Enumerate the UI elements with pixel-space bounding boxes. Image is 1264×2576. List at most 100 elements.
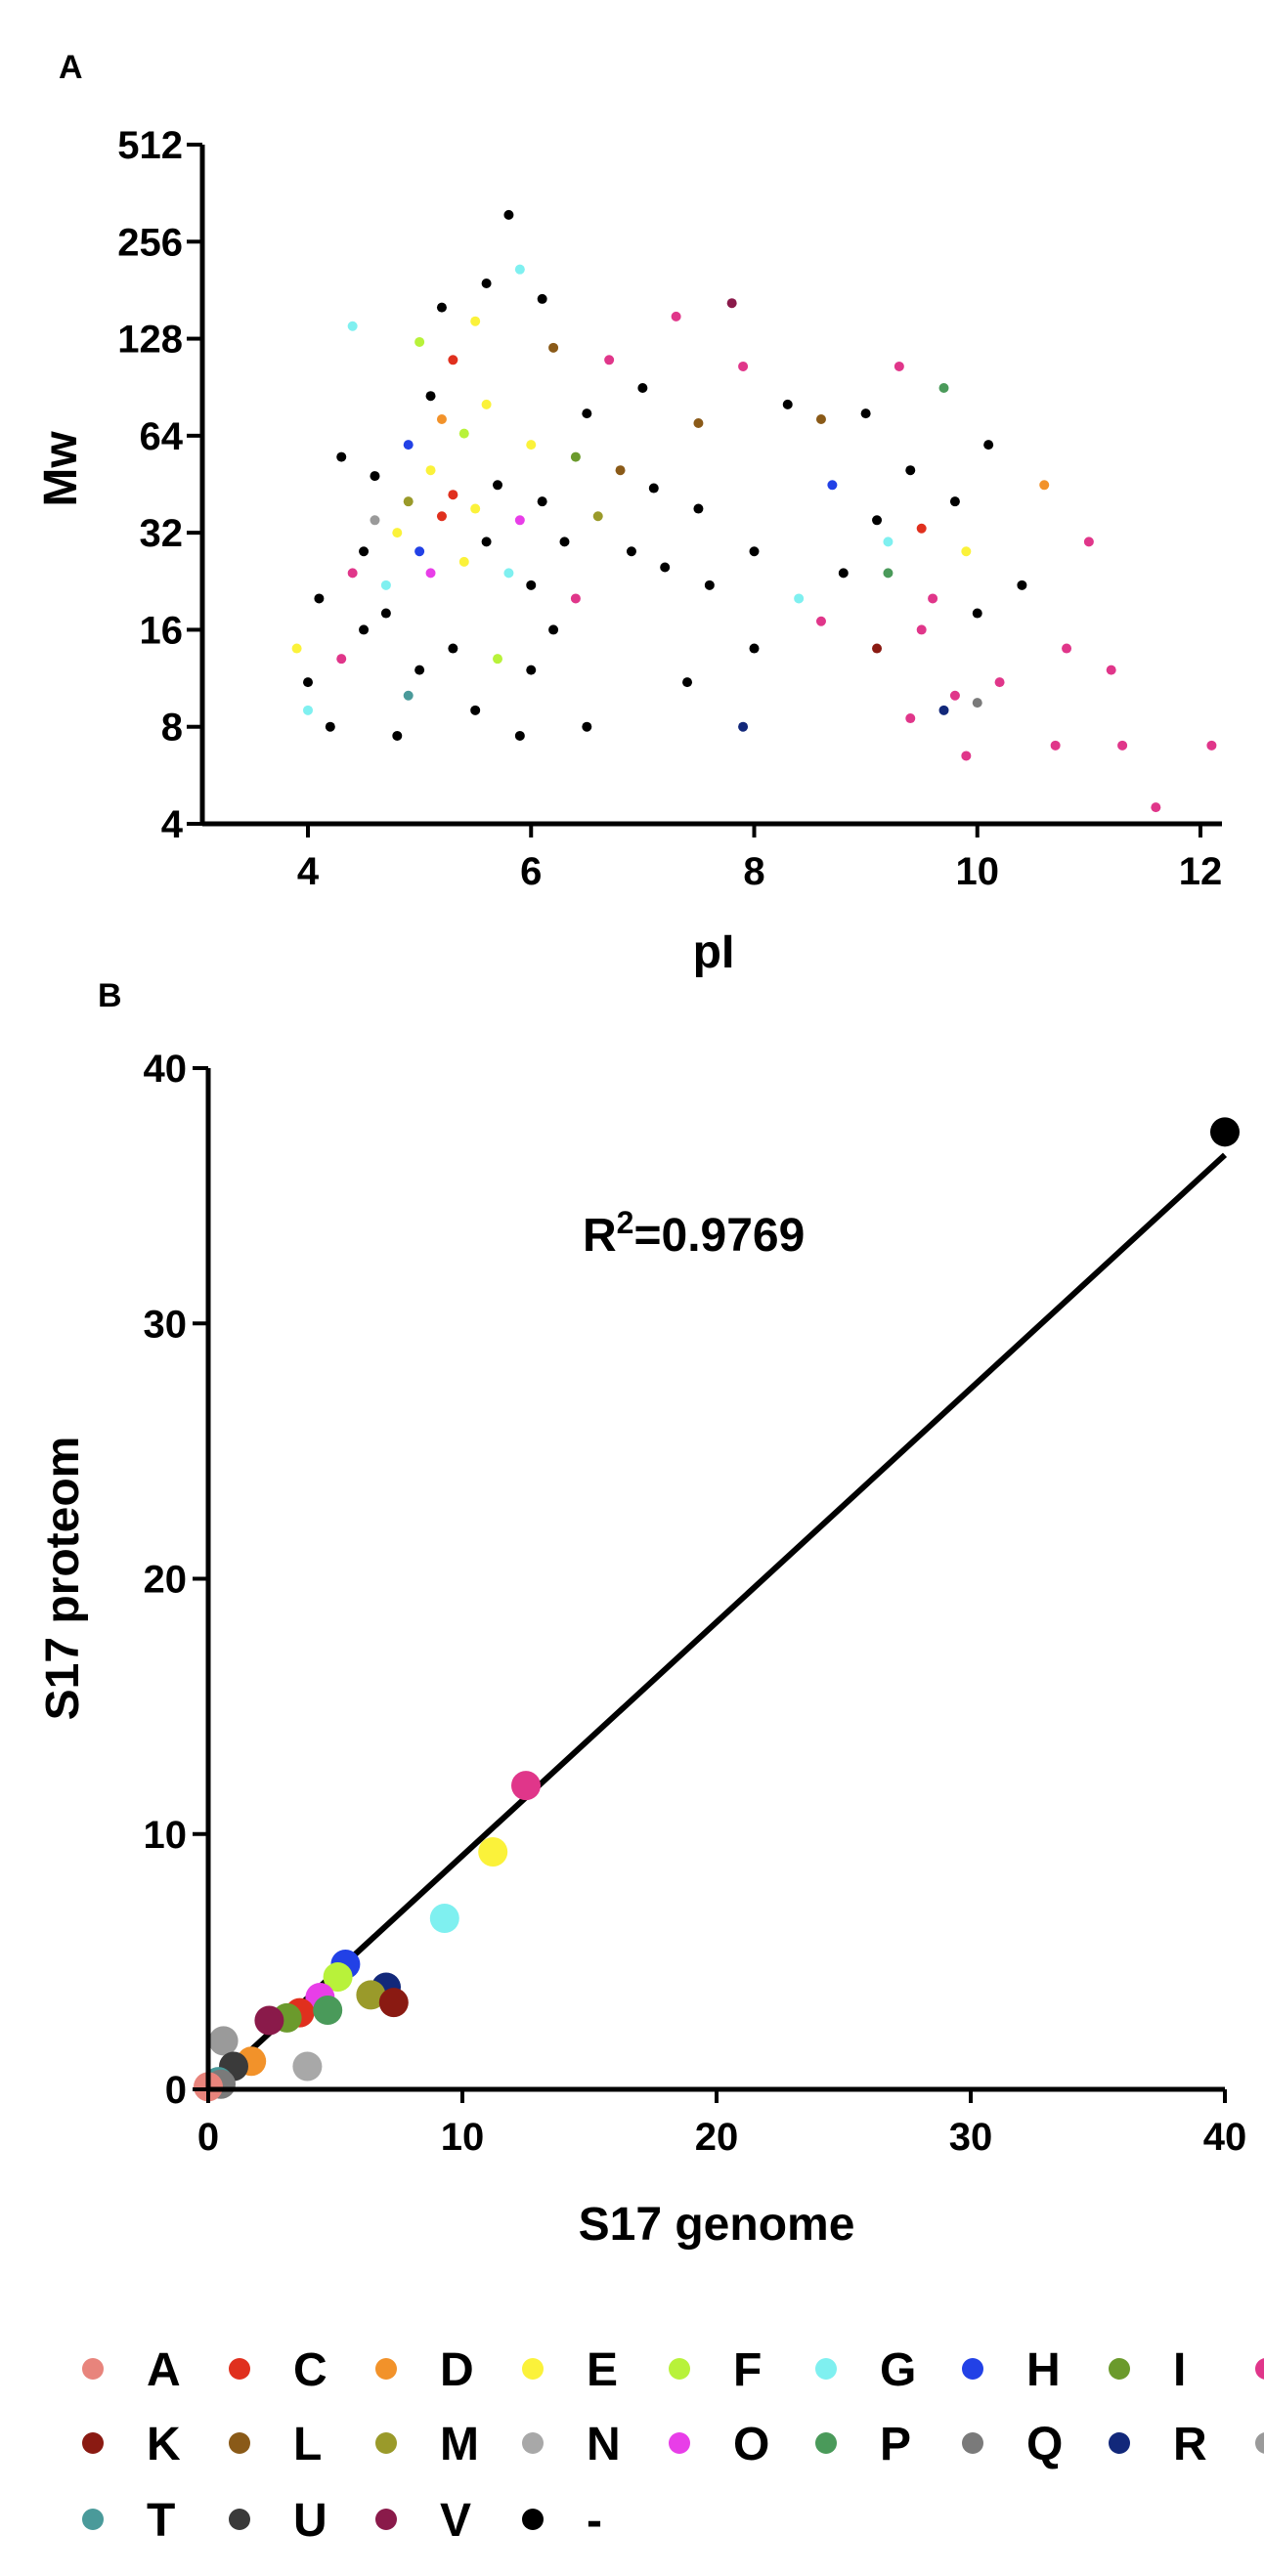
chart-b-y-tick-label: 10 xyxy=(144,1814,188,1857)
chart-a-point xyxy=(916,624,927,635)
legend-label-I: I xyxy=(1173,2344,1186,2396)
chart-b-x-tick-label: 40 xyxy=(1203,2116,1247,2159)
legend-swatch-F xyxy=(669,2358,690,2380)
legend: ACDEFGHIJKLMNOPQRSTUV- xyxy=(82,2344,1264,2547)
chart-a-point xyxy=(905,465,916,476)
legend-label-M: M xyxy=(440,2419,479,2470)
chart-a-point xyxy=(626,546,636,557)
chart-a-point xyxy=(448,643,458,654)
chart-a-point xyxy=(815,413,826,424)
chart-a-point xyxy=(436,302,447,313)
chart-b-x-tick-label: 20 xyxy=(695,2116,739,2159)
chart-b-ticks: 0 10 20 30 40 0 10 20 30 40 xyxy=(144,1048,1247,2159)
chart-a-point xyxy=(704,580,715,590)
chart-a-y-tick-label: 16 xyxy=(140,609,184,652)
chart-b-y-tick-label: 20 xyxy=(144,1559,188,1602)
chart-a-point xyxy=(425,568,436,579)
legend-swatch-dash xyxy=(522,2509,544,2530)
chart-a-point xyxy=(537,293,547,304)
chart-a-point xyxy=(448,490,458,500)
chart-a-point xyxy=(448,355,458,365)
legend-label-K: K xyxy=(147,2419,181,2470)
chart-b-point-S xyxy=(208,2026,239,2056)
chart-a-point xyxy=(347,321,358,331)
chart-a-point xyxy=(548,342,559,353)
legend-label-C: C xyxy=(293,2344,327,2396)
chart-a-point xyxy=(1206,740,1217,751)
legend-label-T: T xyxy=(147,2495,175,2547)
legend-swatch-T xyxy=(82,2509,104,2530)
chart-a-y-tick-label: 64 xyxy=(140,415,184,458)
chart-a-point xyxy=(883,537,894,547)
legend-label-D: D xyxy=(440,2344,474,2396)
legend-swatch-H xyxy=(962,2358,983,2380)
legend-swatch-M xyxy=(375,2432,397,2454)
chart-a-point xyxy=(838,568,849,579)
legend-label-L: L xyxy=(293,2419,322,2470)
chart-a-point xyxy=(526,440,537,451)
chart-a-point xyxy=(1117,740,1128,751)
legend-swatch-G xyxy=(815,2358,837,2380)
chart-a-point xyxy=(392,730,403,741)
chart-b-point-K xyxy=(378,1988,409,2018)
legend-swatch-I xyxy=(1109,2358,1130,2380)
chart-b-point-M xyxy=(356,1980,386,2010)
chart-a-point xyxy=(827,480,838,491)
chart-a-point xyxy=(559,537,570,547)
chart-a-y-tick-label: 512 xyxy=(117,124,183,167)
legend-swatch-C xyxy=(229,2358,250,2380)
legend-swatch-E xyxy=(522,2358,544,2380)
legend-swatch-U xyxy=(229,2509,250,2530)
chart-a-point xyxy=(291,643,302,654)
chart-a-point xyxy=(916,523,927,534)
chart-b-point-N xyxy=(292,2051,323,2082)
chart-a-point xyxy=(972,698,982,708)
panel-b-letter: B xyxy=(98,977,122,1014)
chart-a-point xyxy=(726,298,737,309)
legend-label-G: G xyxy=(880,2344,916,2396)
panel-a-letter: A xyxy=(59,49,83,86)
chart-a-x-tick-label: 4 xyxy=(297,850,320,893)
chart-a-point xyxy=(1062,643,1072,654)
chart-b-point-J xyxy=(511,1771,541,1801)
chart-a-point xyxy=(693,503,704,514)
legend-swatch-N xyxy=(522,2432,544,2454)
chart-b-x-tick-label: 30 xyxy=(949,2116,993,2159)
chart-b-regression-line xyxy=(205,1152,1228,2092)
legend-swatch-A xyxy=(82,2358,104,2380)
chart-a-point xyxy=(738,361,749,371)
legend-label-dash: - xyxy=(587,2495,602,2547)
chart-a-point xyxy=(872,643,883,654)
chart-a-point xyxy=(325,721,335,732)
chart-b-y-tick-label: 40 xyxy=(144,1048,188,1091)
legend-swatch-Q xyxy=(962,2432,983,2454)
legend-label-F: F xyxy=(733,2344,762,2396)
chart-a-point xyxy=(470,316,481,326)
legend-label-Q: Q xyxy=(1026,2419,1063,2470)
chart-a-point xyxy=(648,483,659,494)
legend-label-E: E xyxy=(587,2344,618,2396)
chart-a-point xyxy=(514,730,525,741)
chart-a-point xyxy=(738,721,749,732)
chart-a-point xyxy=(682,677,693,688)
chart-a-y-tick-label: 8 xyxy=(161,707,183,750)
chart-a-point xyxy=(414,665,425,675)
chart-a-point xyxy=(1017,580,1027,590)
chart-a-point xyxy=(794,593,805,604)
chart-a-x-tick-label: 10 xyxy=(956,850,1000,893)
chart-b-points xyxy=(194,1117,1240,2102)
chart-a-point xyxy=(1106,665,1116,675)
chart-a-point xyxy=(425,465,436,476)
chart-a-point xyxy=(514,515,525,526)
chart-b-point-dash xyxy=(1210,1117,1240,1147)
chart-a-point xyxy=(481,399,492,409)
chart-a-point xyxy=(938,383,949,394)
chart-a-point xyxy=(336,654,347,665)
chart-a-point xyxy=(470,503,481,514)
chart-b-point-V xyxy=(254,2005,284,2036)
chart-a-point xyxy=(336,451,347,462)
chart-a-point xyxy=(458,556,469,567)
chart-a-x-tick-label: 8 xyxy=(743,850,764,893)
